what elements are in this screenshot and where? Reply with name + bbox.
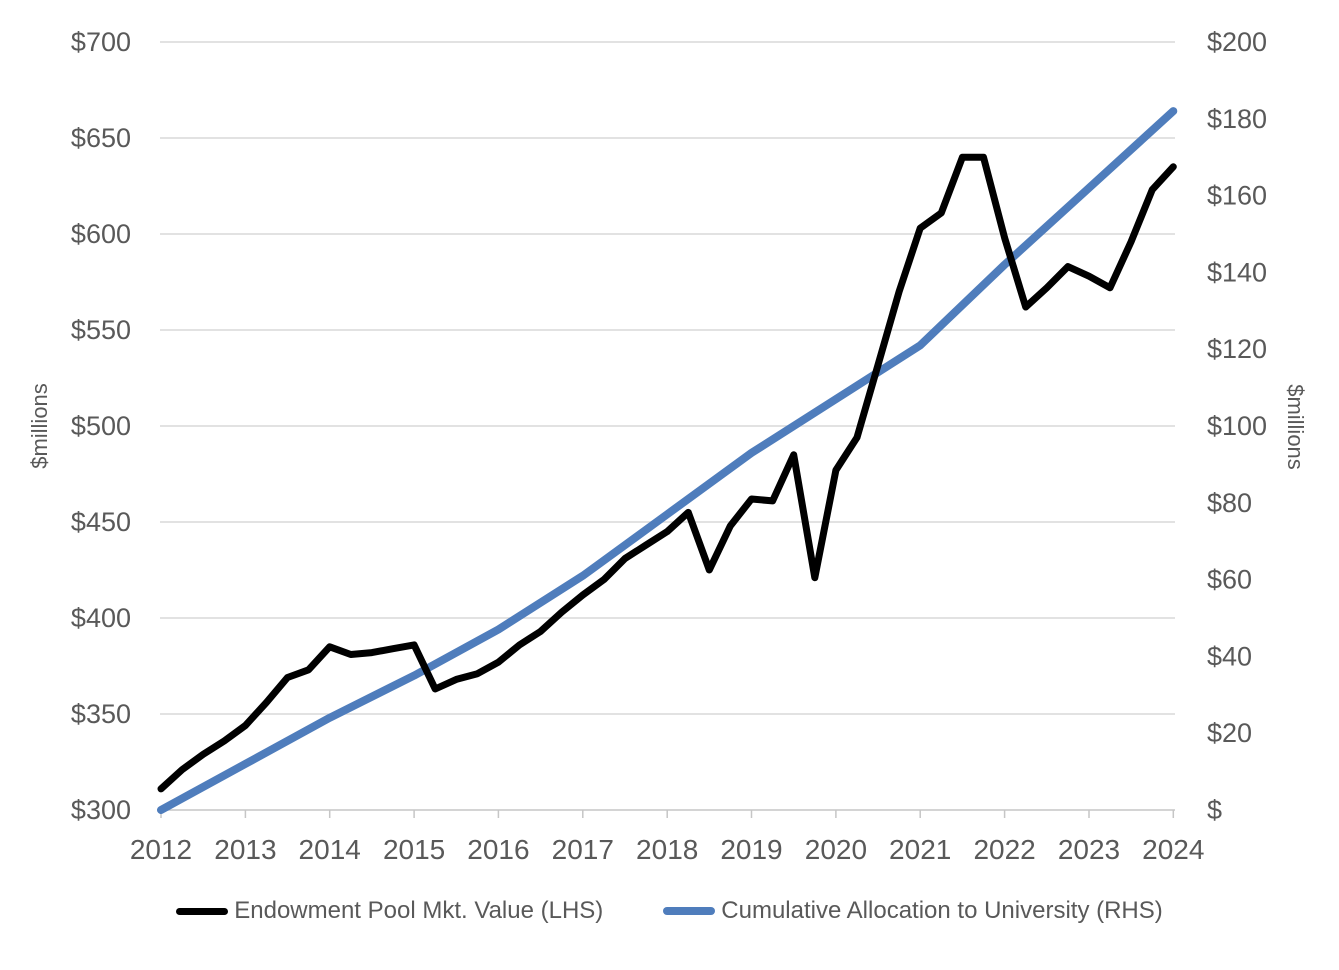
x-axis-tick-label: 2018 [636,834,698,865]
x-axis-tick-label: 2021 [889,834,951,865]
y-axis-right-tick-label: $160 [1207,181,1267,211]
x-axis-tick-label: 2020 [805,834,867,865]
y-axis-left-tick-label: $300 [71,795,131,825]
legend-item-cumulative: Cumulative Allocation to University (RHS… [663,897,1163,925]
x-axis-tick-label: 2013 [214,834,276,865]
y-axis-left-tick-label: $450 [71,507,131,537]
y-axis-right-tick-label: $40 [1207,641,1252,671]
right-axis-title: $millions [1283,384,1308,470]
x-axis-tick-label: 2016 [467,834,529,865]
y-axis-left-tick-label: $350 [71,699,131,729]
y-axis-right-tick-label: $20 [1207,718,1252,748]
x-axis-tick-label: 2012 [130,834,192,865]
x-axis-tick-label: 2015 [383,834,445,865]
y-axis-left-labels: $300 $350 $400 $450 $500 $550 $600 $650 $700 [71,27,131,825]
y-axis-left-tick-label: $500 [71,411,131,441]
left-axis-title: $millions [27,383,52,469]
y-axis-right-tick-label: $200 [1207,27,1267,57]
legend: Endowment Pool Mkt. Value (LHS) Cumulati… [0,897,1339,925]
y-axis-left-tick-label: $400 [71,603,131,633]
legend-label-endowment: Endowment Pool Mkt. Value (LHS) [234,897,604,924]
legend-item-endowment: Endowment Pool Mkt. Value (LHS) [176,897,603,925]
x-axis-tick-label: 2022 [973,834,1035,865]
y-axis-left-tick-label: $550 [71,315,131,345]
gridlines [160,41,1175,715]
x-axis-tick-label: 2024 [1142,834,1204,865]
x-axis-tick-label: 2014 [299,834,361,865]
x-axis [160,809,1175,818]
y-axis-right-labels: $ $20 $40 $60 $80 $100 $120 $140 $160 $180 $200 [1207,27,1267,825]
y-axis-left-tick-label: $600 [71,219,131,249]
x-axis-labels: 2012 2013 2014 2015 2016 2017 2018 2019 2020 2021… [130,834,1205,865]
legend-swatch-cumulative-line [663,907,716,915]
series-endowment-line [157,153,1177,793]
y-axis-right-tick-label: $180 [1207,104,1267,134]
series-cumulative-line [157,107,1178,814]
y-axis-left-tick-label: $650 [71,123,131,153]
x-axis-tick-label: 2017 [552,834,614,865]
x-axis-tick-label: 2019 [720,834,782,865]
y-axis-right-tick-label: $140 [1207,257,1267,287]
legend-swatch-endowment-line [176,907,229,915]
y-axis-right-tick-label: $ [1207,795,1222,825]
y-axis-right-tick-label: $100 [1207,411,1267,441]
y-axis-right-tick-label: $120 [1207,334,1267,364]
x-axis-tick-label: 2023 [1058,834,1120,865]
y-axis-right-tick-label: $60 [1207,565,1252,595]
y-axis-right-tick-label: $80 [1207,488,1252,518]
y-axis-left-tick-label: $700 [71,27,131,57]
legend-label-cumulative: Cumulative Allocation to University (RHS… [721,897,1163,924]
